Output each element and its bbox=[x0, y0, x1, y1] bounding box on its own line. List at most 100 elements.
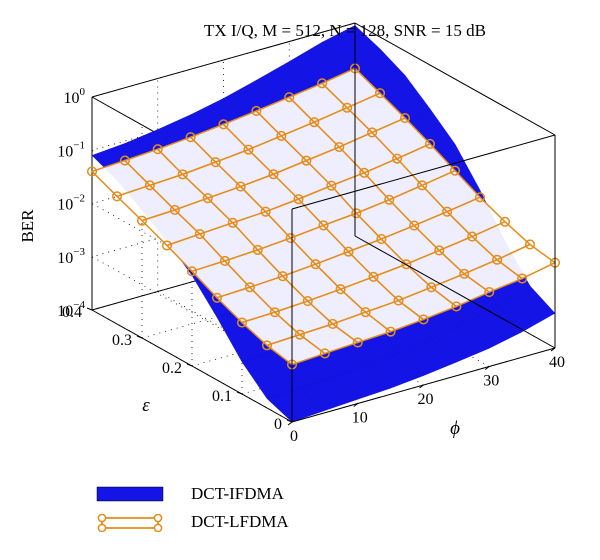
lfdma-point bbox=[384, 194, 395, 205]
lfdma-point bbox=[302, 296, 313, 307]
lfdma-point bbox=[317, 78, 328, 89]
lfdma-point bbox=[326, 180, 337, 191]
lfdma-point bbox=[327, 318, 338, 330]
lfdma-point bbox=[459, 268, 470, 279]
lfdma-point bbox=[236, 317, 248, 328]
lfdma-point bbox=[86, 166, 98, 177]
lfdma-point bbox=[119, 155, 130, 166]
lfdma-point bbox=[219, 255, 230, 266]
lfdma-point bbox=[351, 208, 362, 219]
lfdma-point bbox=[251, 105, 262, 117]
box-edge bbox=[354, 235, 556, 349]
lfdma-point bbox=[417, 180, 428, 191]
lfdma-point bbox=[177, 169, 188, 180]
legend-ifdma-swatch bbox=[96, 486, 164, 502]
y-tick-mark bbox=[286, 419, 293, 423]
lfdma-point bbox=[261, 340, 273, 351]
lfdma-point bbox=[385, 326, 396, 337]
lfdma-point bbox=[169, 204, 180, 216]
y-axis-label: ε bbox=[142, 395, 150, 416]
lfdma-point bbox=[269, 307, 280, 318]
lfdma-point bbox=[285, 233, 296, 244]
lfdma-point bbox=[352, 337, 363, 348]
lfdma-mesh bbox=[86, 63, 561, 370]
legend-lfdma-swatch bbox=[97, 514, 163, 532]
legend-lfdma: DCT-LFDMA bbox=[96, 511, 356, 535]
x-tick-label: 0 bbox=[290, 428, 298, 445]
lfdma-point bbox=[451, 301, 462, 312]
tick-labels: 0 10 20 30 40 0 0.1 0.2 0.3 0.410−4 10−3 10−2 10−1 10… bbox=[57, 86, 565, 445]
z-tick-label: 10−2 bbox=[57, 193, 85, 214]
z-tick-label: 100 bbox=[64, 86, 86, 107]
x-axis-label: ϕ bbox=[450, 418, 460, 439]
lfdma-point bbox=[260, 206, 271, 217]
x-tick-mark bbox=[419, 384, 424, 389]
ifdma-patch bbox=[496, 285, 556, 333]
y-tick-mark bbox=[186, 363, 193, 367]
lfdma-point bbox=[244, 282, 255, 293]
lfdma-point bbox=[442, 206, 453, 217]
lfdma-point bbox=[360, 307, 371, 318]
lfdma-point bbox=[276, 130, 287, 142]
lfdma-point bbox=[211, 292, 223, 303]
y-tick-mark bbox=[136, 335, 143, 339]
x-tick-label: 30 bbox=[483, 373, 499, 390]
lfdma-point bbox=[393, 295, 404, 306]
lfdma-point bbox=[202, 193, 213, 204]
lfdma-point bbox=[409, 220, 420, 231]
lfdma-point bbox=[434, 245, 445, 256]
lfdma-patch bbox=[496, 243, 556, 280]
lfdma-point bbox=[368, 271, 379, 282]
legend-ifdma: DCT-IFDMA bbox=[96, 483, 356, 507]
lfdma-point bbox=[136, 215, 148, 226]
lfdma-point bbox=[210, 157, 221, 168]
lfdma-point bbox=[376, 234, 387, 245]
lfdma-point bbox=[449, 165, 461, 176]
lfdma-point bbox=[499, 216, 511, 227]
legend-ifdma-label: DCT-IFDMA bbox=[191, 484, 284, 503]
y-tick-label: 0.2 bbox=[162, 360, 182, 377]
lfdma-point bbox=[144, 180, 155, 191]
z-tick-label: 10−4 bbox=[57, 299, 85, 320]
y-tick-mark bbox=[236, 391, 243, 395]
x-tick-mark bbox=[550, 347, 556, 352]
lfdma-point bbox=[185, 132, 196, 143]
x-tick-label: 40 bbox=[549, 354, 565, 371]
x-tick-mark bbox=[287, 421, 293, 426]
lfdma-point bbox=[218, 119, 229, 130]
lfdma-point bbox=[111, 191, 123, 202]
y-tick-label: 0.3 bbox=[112, 332, 132, 349]
lfdma-point bbox=[152, 144, 163, 155]
lfdma-point bbox=[294, 329, 305, 340]
lfdma-point bbox=[401, 259, 412, 270]
lfdma-point bbox=[227, 217, 238, 228]
lfdma-point bbox=[186, 266, 198, 277]
lfdma-point bbox=[492, 254, 503, 265]
lfdma-point bbox=[342, 102, 353, 113]
z-tick-label: 10−3 bbox=[57, 246, 85, 267]
z-tick-label: 10−1 bbox=[57, 139, 85, 160]
x-tick-label: 10 bbox=[352, 410, 368, 427]
lfdma-point bbox=[268, 169, 279, 180]
lfdma-point bbox=[309, 117, 320, 128]
lfdma-point bbox=[359, 167, 370, 178]
y-tick-label: 0.1 bbox=[212, 388, 232, 405]
lfdma-point bbox=[161, 240, 173, 251]
x-tick-mark bbox=[353, 403, 359, 407]
lfdma-point bbox=[243, 144, 254, 155]
y-tick-mark bbox=[86, 307, 93, 311]
lfdma-point bbox=[374, 88, 386, 99]
lfdma-point bbox=[301, 155, 312, 166]
lfdma-point bbox=[484, 287, 495, 298]
lfdma-point bbox=[474, 192, 486, 203]
lfdma-point bbox=[399, 113, 411, 124]
lfdma-point bbox=[319, 348, 330, 359]
lfdma-point bbox=[367, 127, 378, 138]
lfdma-point bbox=[318, 220, 329, 231]
lfdma-point bbox=[343, 246, 354, 257]
lfdma-point bbox=[194, 228, 205, 240]
lfdma-point bbox=[335, 284, 346, 295]
lfdma-point bbox=[392, 153, 403, 164]
lfdma-point bbox=[524, 239, 536, 250]
